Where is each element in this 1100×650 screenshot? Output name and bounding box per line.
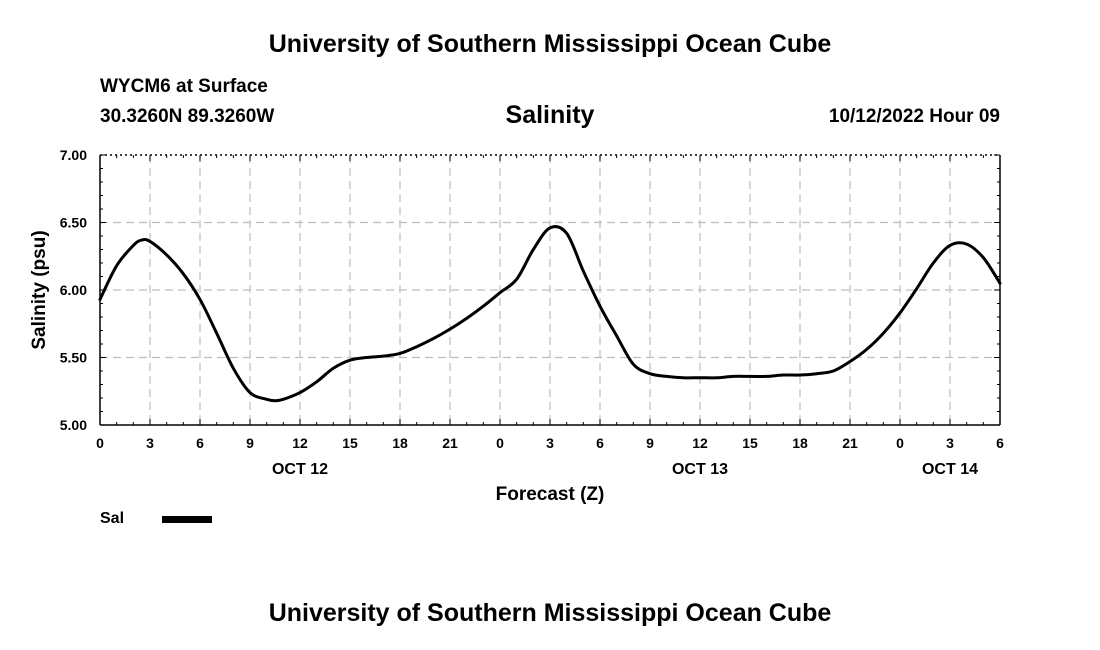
y-tick-label: 5.00	[60, 417, 87, 433]
chart-title: Salinity	[505, 101, 595, 129]
x-tick-label: 12	[692, 435, 708, 451]
x-tick-label: 21	[442, 435, 458, 451]
x-tick-label: 9	[646, 435, 654, 451]
y-tick-label: 6.50	[60, 215, 87, 231]
x-tick-label: 15	[742, 435, 758, 451]
date-label: OCT 14	[922, 461, 978, 478]
x-tick-label: 0	[496, 435, 504, 451]
y-tick-label: 6.00	[60, 282, 87, 298]
x-tick-label: 6	[596, 435, 604, 451]
x-tick-label: 6	[996, 435, 1004, 451]
x-tick-label: 0	[896, 435, 904, 451]
coordinates-label: 30.3260N 89.3260W	[100, 106, 275, 127]
x-tick-label: 18	[792, 435, 808, 451]
y-axis-title: Salinity (psu)	[29, 230, 50, 349]
date-label: OCT 13	[672, 461, 728, 478]
x-tick-label: 21	[842, 435, 858, 451]
x-tick-label: 6	[196, 435, 204, 451]
legend-swatch	[162, 516, 212, 523]
x-tick-label: 15	[342, 435, 358, 451]
x-axis-title: Forecast (Z)	[496, 484, 605, 505]
page-title: University of Southern Mississippi Ocean…	[268, 30, 832, 58]
y-tick-label: 7.00	[60, 147, 87, 163]
x-tick-label: 18	[392, 435, 408, 451]
x-tick-label: 3	[946, 435, 954, 451]
x-tick-label: 9	[246, 435, 254, 451]
station-label: WYCM6 at Surface	[100, 76, 268, 97]
series-line-salinity	[98, 225, 1002, 403]
x-tick-label: 0	[96, 435, 104, 451]
x-tick-label: 3	[546, 435, 554, 451]
y-tick-label: 5.50	[60, 350, 87, 366]
x-tick-label: 3	[146, 435, 154, 451]
date-label: OCT 12	[272, 461, 328, 478]
footer-title: University of Southern Mississippi Ocean…	[268, 599, 832, 627]
legend-label: Sal	[100, 510, 125, 527]
x-tick-label: 12	[292, 435, 308, 451]
forecast-datetime: 10/12/2022 Hour 09	[828, 106, 1000, 127]
